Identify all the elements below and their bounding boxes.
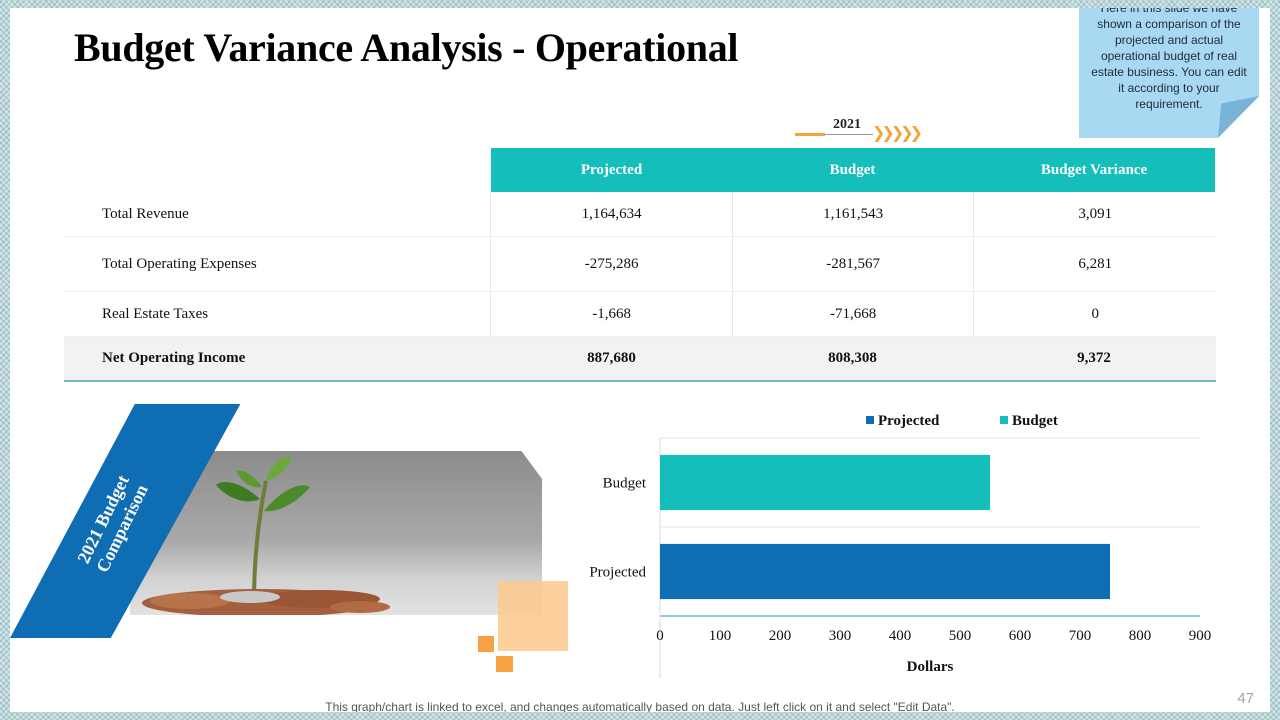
x-tick-label: 300 xyxy=(829,628,852,644)
chevron-arrows-icon: ❯❯❯❯❯ xyxy=(872,123,923,142)
table-cell: 9,372 xyxy=(1077,350,1111,366)
row-label-operating-expenses: Total Operating Expenses xyxy=(102,255,257,272)
legend-swatch xyxy=(1000,416,1008,424)
budget-table: Projected Budget Budget Variance Total R… xyxy=(64,148,1216,382)
header-projected: Projected xyxy=(491,148,732,192)
table-cell: 887,680 xyxy=(587,350,636,366)
decor-square-large xyxy=(498,581,568,651)
category-label: Projected xyxy=(589,565,646,581)
x-axis-title: Dollars xyxy=(907,659,954,675)
x-tick-label: 400 xyxy=(889,628,912,644)
row-label-net-operating-income: Net Operating Income xyxy=(102,350,246,366)
x-tick-label: 800 xyxy=(1129,628,1152,644)
instruction-note: Here in this slide we have shown a compa… xyxy=(1079,8,1259,138)
header-budget: Budget xyxy=(732,148,973,192)
x-tick-label: 500 xyxy=(949,628,972,644)
table-cell: -71,668 xyxy=(731,292,974,336)
budget-bar-chart[interactable]: Budget Projected 0 100 200 300 400 500 600 700 800… xyxy=(550,398,1230,688)
chart-svg: Budget Projected 0 100 200 300 400 500 600 700 800… xyxy=(589,413,1212,678)
decor-square-small xyxy=(478,636,494,652)
table-header-blank xyxy=(64,148,491,192)
page-number: 47 xyxy=(1237,690,1254,707)
table-cell: 1,161,543 xyxy=(731,192,974,236)
footer-note: This graph/chart is linked to excel, and… xyxy=(325,700,955,712)
table-header-row: Projected Budget Budget Variance xyxy=(64,148,1216,192)
legend-swatch xyxy=(866,416,874,424)
slide: Budget Variance Analysis - Operational H… xyxy=(10,8,1270,712)
table-row: Total Revenue 1,164,634 1,161,543 3,091 xyxy=(64,192,1216,237)
table-cell: 3,091 xyxy=(973,192,1216,236)
x-tick-label: 700 xyxy=(1069,628,1092,644)
row-label-real-estate-taxes: Real Estate Taxes xyxy=(102,305,209,322)
x-tick-label: 100 xyxy=(709,628,732,644)
legend-label: Projected xyxy=(878,413,940,429)
x-tick-label: 0 xyxy=(656,628,664,644)
table-cell: 808,308 xyxy=(828,350,877,366)
legend-label: Budget xyxy=(1012,413,1058,429)
year-label: 2021 xyxy=(833,117,861,132)
table-cell: 0 xyxy=(973,292,1216,336)
table-total-row: Net Operating Income 887,680 808,308 9,3… xyxy=(64,337,1216,382)
table-cell: -1,668 xyxy=(490,292,732,336)
table-cell: -281,567 xyxy=(731,237,974,291)
year-accent-line xyxy=(795,133,825,136)
bar-budget xyxy=(660,454,990,511)
header-budget-variance: Budget Variance xyxy=(973,148,1215,192)
year-divider-line xyxy=(825,134,873,135)
category-label: Budget xyxy=(603,476,647,492)
table-cell: -275,286 xyxy=(490,237,732,291)
instruction-note-text: Here in this slide we have shown a compa… xyxy=(1091,8,1247,111)
x-tick-label: 200 xyxy=(769,628,792,644)
slide-title: Budget Variance Analysis - Operational xyxy=(74,25,739,70)
x-tick-label: 900 xyxy=(1189,628,1212,644)
x-tick-label: 600 xyxy=(1009,628,1032,644)
table-cell: 6,281 xyxy=(973,237,1216,291)
plant-coins-illustration xyxy=(142,456,390,615)
row-label-total-revenue: Total Revenue xyxy=(102,205,189,222)
bar-projected xyxy=(660,543,1110,600)
table-row: Real Estate Taxes -1,668 -71,668 0 xyxy=(64,292,1216,337)
table-cell: 1,164,634 xyxy=(490,192,732,236)
decor-square-small xyxy=(496,656,513,672)
table-row: Total Operating Expenses -275,286 -281,5… xyxy=(64,237,1216,292)
